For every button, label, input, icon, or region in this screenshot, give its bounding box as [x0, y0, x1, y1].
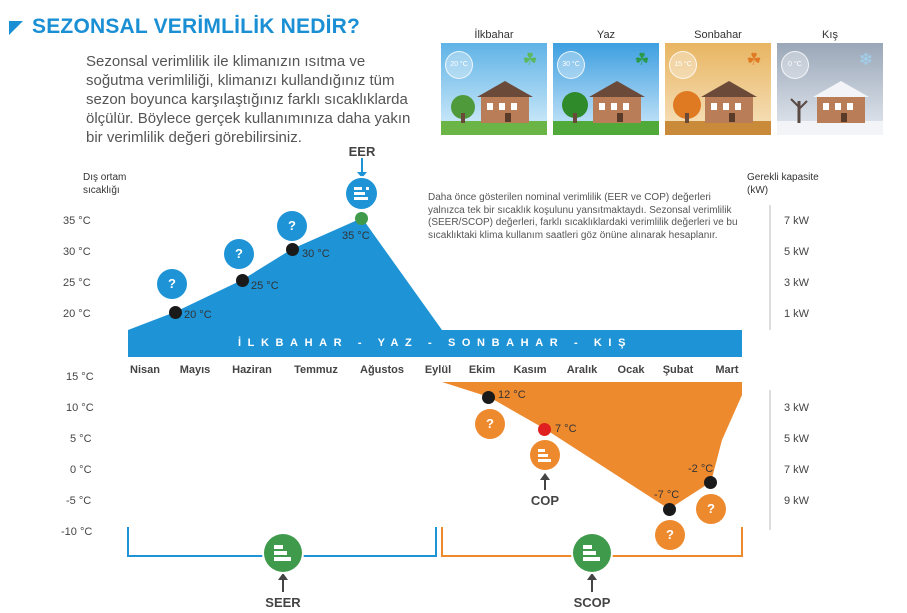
season-temp-bubble: 30 °C	[557, 51, 585, 79]
cop-energy-icon	[530, 440, 560, 470]
kw-label: 7 kW	[784, 215, 810, 227]
seer-label: SEER	[265, 595, 301, 610]
season-band	[128, 330, 742, 357]
cooling-point-label: 25 °C	[251, 280, 279, 292]
axis-temp-label: 30 °C	[63, 246, 91, 258]
month-label: Ocak	[617, 364, 645, 376]
kw-label: 3 kW	[784, 277, 810, 289]
snowflake-icon: ❄	[858, 50, 874, 69]
explanation-note: Daha önce gösterilen nominal verimlilik …	[428, 192, 738, 241]
question-badge: ?	[655, 520, 685, 550]
month-label: Temmuz	[294, 364, 338, 376]
title-arrow-icon	[9, 21, 23, 35]
axis-temp-label: 15 °C	[66, 371, 94, 383]
month-label: Mart	[715, 364, 739, 376]
right-axis-title: Gerekli kapasite (kW)	[747, 172, 819, 196]
cooling-point-label: 35 °C	[342, 230, 370, 242]
seer-energy-icon	[264, 534, 302, 572]
month-label: Nisan	[130, 364, 160, 376]
leaf-icon: ☘	[522, 50, 538, 69]
month-label: Aralık	[566, 364, 598, 376]
axis-temp-label: 25 °C	[63, 277, 91, 289]
intro-text: Sezonsal verimlilik ile klimanızın ısıtm…	[86, 53, 411, 146]
cooling-point-20	[169, 306, 182, 319]
question-badge: ?	[277, 211, 307, 241]
maple-leaf-icon: ☘	[746, 50, 762, 69]
axis-temp-label: -5 °C	[66, 495, 92, 507]
cooling-point-label: 30 °C	[302, 248, 330, 260]
eer-energy-icon	[346, 178, 377, 209]
kw-label: 5 kW	[784, 433, 810, 445]
question-badge: ?	[224, 239, 254, 269]
axis-temp-label: 35 °C	[63, 215, 91, 227]
heating-point-7	[538, 423, 551, 436]
season-temp-bubble: 15 °C	[669, 51, 697, 79]
kw-label: 7 kW	[784, 464, 810, 476]
season-temp-bubble: 0 °C	[781, 51, 809, 79]
cooling-point-label: 20 °C	[184, 309, 212, 321]
cooling-point-25	[236, 274, 249, 287]
axis-temp-label: -10 °C	[61, 526, 93, 538]
eer-label: EER	[348, 144, 376, 159]
heating-area	[442, 382, 742, 509]
kw-label: 1 kW	[784, 308, 810, 320]
axis-temp-label: 20 °C	[63, 308, 91, 320]
season-label: Kış	[822, 29, 838, 41]
heating-point-label: -7 °C	[654, 489, 680, 501]
kw-label: 3 kW	[784, 402, 810, 414]
leaf-icon: ☘	[634, 50, 650, 69]
page-title: SEZONSAL VERİMLİLİK NEDİR?	[32, 15, 360, 38]
cooling-area	[128, 218, 442, 330]
season-label: İlkbahar	[474, 29, 514, 41]
scop-label: SCOP	[573, 595, 611, 610]
heating-point-label: -2 °C	[688, 463, 714, 475]
axis-temp-label: 5 °C	[70, 433, 92, 445]
heating-point-label: 12 °C	[498, 389, 526, 401]
heating-point-12	[482, 391, 495, 404]
heating-point-minus2	[704, 476, 717, 489]
kw-label: 9 kW	[784, 495, 810, 507]
axis-temp-label: 10 °C	[66, 402, 94, 414]
season-temp-bubble: 20 °C	[445, 51, 473, 79]
month-label: Şubat	[662, 364, 694, 376]
cop-label: COP	[530, 493, 560, 508]
left-axis-title: Dış ortam sıcaklığı	[83, 172, 127, 196]
month-label: Mayıs	[179, 364, 211, 376]
month-label: Kasım	[513, 364, 547, 376]
question-badge: ?	[157, 269, 187, 299]
axis-temp-label: 0 °C	[70, 464, 92, 476]
scop-energy-icon	[573, 534, 611, 572]
month-label: Ağustos	[360, 364, 404, 376]
question-badge: ?	[696, 494, 726, 524]
cooling-point-35	[355, 212, 368, 225]
kw-label: 5 kW	[784, 246, 810, 258]
season-label: Yaz	[596, 29, 616, 41]
question-badge: ?	[475, 409, 505, 439]
month-label: Eylül	[424, 364, 452, 376]
season-band-text: İLKBAHAR - YAZ - SONBAHAR - KIŞ	[237, 337, 633, 349]
cooling-point-30	[286, 243, 299, 256]
heating-point-minus7	[663, 503, 676, 516]
month-label: Haziran	[232, 364, 272, 376]
season-label: Sonbahar	[694, 29, 742, 41]
heating-point-label: 7 °C	[555, 423, 577, 435]
month-label: Ekim	[468, 364, 496, 376]
